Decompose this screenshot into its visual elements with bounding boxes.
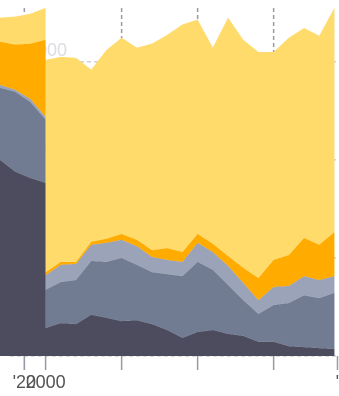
x-tick-label: ' [336, 372, 339, 392]
area [0, 84, 335, 314]
area [0, 159, 335, 356]
x-tick-label: '20 [13, 372, 36, 392]
area [0, 7, 335, 279]
area [0, 87, 335, 350]
area [0, 39, 335, 301]
x-tick-label: 2000 [26, 372, 66, 392]
